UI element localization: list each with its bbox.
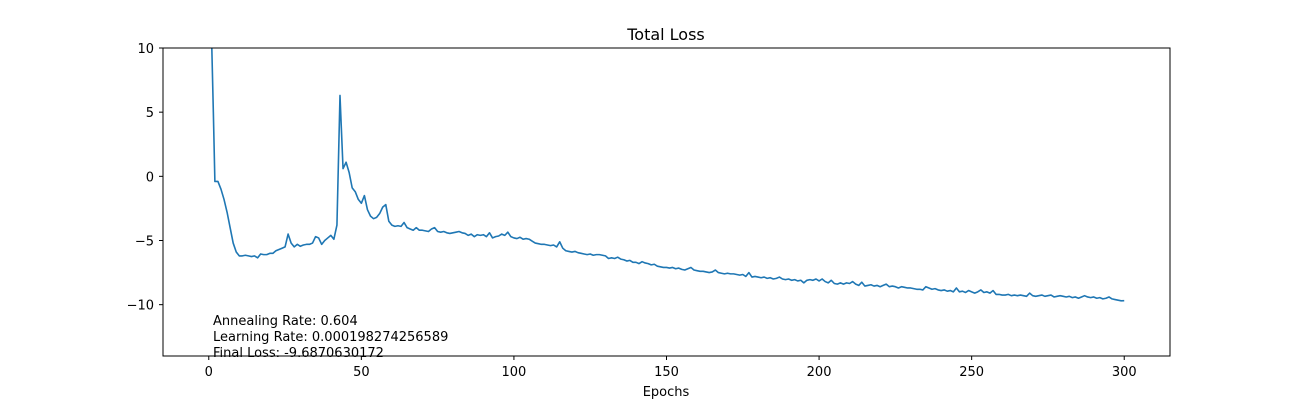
annotation-text: Annealing Rate: 0.604 xyxy=(213,314,358,329)
x-tick-label: 100 xyxy=(502,365,527,380)
y-tick-label: 0 xyxy=(146,170,154,185)
y-tick-label: −10 xyxy=(127,299,154,314)
axes-frame xyxy=(162,47,1171,357)
loss-series-line xyxy=(211,48,1125,302)
chart-title: Total Loss xyxy=(626,25,705,44)
x-axis-label: Epochs xyxy=(643,385,690,400)
y-tick-label: −5 xyxy=(135,235,154,250)
x-tick-label: 300 xyxy=(1112,365,1137,380)
x-tick-label: 150 xyxy=(654,365,679,380)
x-tick-label: 50 xyxy=(353,365,370,380)
x-tick-label: 200 xyxy=(807,365,832,380)
x-tick-label: 250 xyxy=(959,365,984,380)
annotation-text: Final Loss: -9.6870630172 xyxy=(213,346,384,361)
annotation-text: Learning Rate: 0.000198274256589 xyxy=(213,330,448,345)
x-tick-label: 0 xyxy=(205,365,213,380)
y-tick-label: 10 xyxy=(137,42,154,57)
y-tick-label: 5 xyxy=(146,106,154,121)
